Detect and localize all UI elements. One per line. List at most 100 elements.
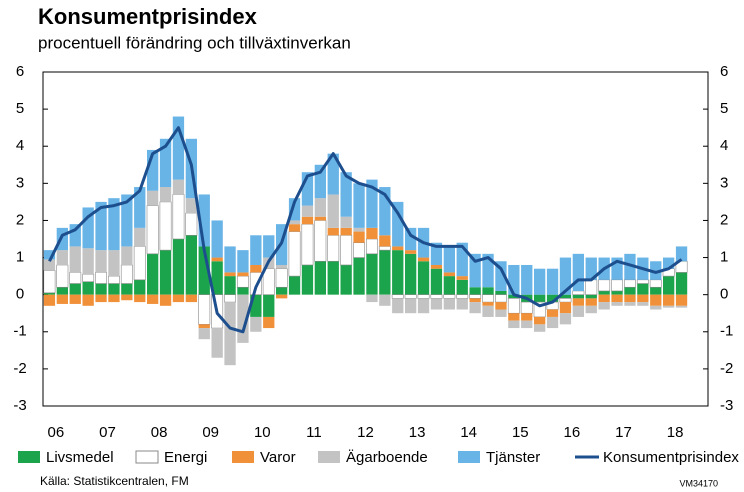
bar-segment xyxy=(56,264,69,288)
bar-segment xyxy=(288,220,301,225)
legend-label: Energi xyxy=(164,449,207,466)
bar-segment xyxy=(443,276,455,295)
bar-segment xyxy=(237,272,249,277)
bar-segment xyxy=(121,283,133,295)
source: Källa: Statistikcentralen, FM xyxy=(40,474,189,488)
bar-segment xyxy=(443,298,455,310)
bar-segment xyxy=(663,276,675,295)
bar-segment xyxy=(495,290,507,295)
bar-segment xyxy=(521,320,533,329)
bar-segment xyxy=(430,298,443,310)
chart-title: Konsumentprisindex xyxy=(38,4,258,29)
bar-segment xyxy=(224,272,236,277)
bar-segment xyxy=(559,313,572,325)
bar-segment xyxy=(572,290,585,295)
bar-segment xyxy=(649,279,662,288)
bar-segment xyxy=(611,294,623,303)
bar-segment xyxy=(650,261,662,280)
bar-segment xyxy=(224,246,236,273)
bar-segment xyxy=(237,287,249,295)
bar-segment xyxy=(366,227,378,239)
bar-segment xyxy=(379,235,391,247)
bar-segment xyxy=(624,287,636,295)
y-tick-label: -2 xyxy=(13,360,26,377)
bar-segment xyxy=(534,324,546,332)
bar-segment xyxy=(134,279,146,295)
y-tick-label: -1 xyxy=(13,323,26,340)
bar-segment xyxy=(134,187,146,228)
bar-segment xyxy=(675,294,688,306)
bar-segment xyxy=(456,276,468,280)
bar-segment xyxy=(353,242,365,258)
bar-segment xyxy=(482,294,494,303)
bar-segment xyxy=(546,316,559,329)
bar-segment xyxy=(198,328,210,340)
bar-segment xyxy=(147,294,159,304)
bar-segment xyxy=(56,227,68,251)
bar-segment xyxy=(469,302,481,314)
bar-segment xyxy=(675,246,688,262)
bar-segment xyxy=(379,250,391,295)
x-tick-label: 14 xyxy=(460,424,477,441)
y2-tick-label: 5 xyxy=(720,100,728,117)
bar-segment xyxy=(353,183,365,228)
bar-segment xyxy=(378,246,391,251)
bar-segment xyxy=(185,294,197,303)
x-tick-label: 16 xyxy=(564,424,581,441)
bar-segment xyxy=(546,268,559,295)
bar-segment xyxy=(211,257,223,262)
y-tick-label: 6 xyxy=(16,63,24,80)
bar-segment xyxy=(276,264,288,269)
bar-segment xyxy=(675,305,688,308)
y2-tick-label: -2 xyxy=(720,360,733,377)
bar-segment xyxy=(546,309,559,317)
legend-label: Konsumentprisindex xyxy=(603,449,739,466)
bar-segment xyxy=(340,216,352,228)
y2-tick-label: 0 xyxy=(720,286,728,303)
bar-segment xyxy=(133,246,146,281)
bar-segment xyxy=(353,231,365,243)
bar-segment xyxy=(159,187,172,202)
bar-segment xyxy=(172,239,185,295)
bar-segment xyxy=(314,261,326,295)
bar-segment xyxy=(623,279,636,288)
bar-segment xyxy=(469,294,482,299)
bar-segment xyxy=(366,294,378,303)
bar-segment xyxy=(404,294,417,299)
bar-segment xyxy=(134,294,146,303)
y-tick-label: -3 xyxy=(13,397,26,414)
bar-segment xyxy=(598,294,610,303)
bar-segment xyxy=(250,264,262,273)
bar-segment xyxy=(598,279,611,292)
bar-segment xyxy=(314,198,326,217)
bar-segment xyxy=(353,227,365,232)
bar-segment xyxy=(675,272,688,295)
bar-segment xyxy=(379,294,391,306)
y2-tick-label: 6 xyxy=(720,63,728,80)
bar-segment xyxy=(147,253,159,295)
legend-label: Varor xyxy=(260,449,296,466)
line xyxy=(48,126,683,334)
y-tick-label: 4 xyxy=(16,137,24,154)
legend-label: Tjänster xyxy=(486,449,540,466)
bar-segment xyxy=(250,294,262,317)
bar-segment xyxy=(611,279,624,292)
bar-segment xyxy=(301,172,314,206)
bar-segment xyxy=(95,201,107,251)
bar-segment xyxy=(611,302,623,306)
bar-segment xyxy=(585,257,597,280)
bar-segment xyxy=(95,294,107,303)
bar-segment xyxy=(69,224,81,247)
bar-segment xyxy=(224,294,236,303)
bar-segment xyxy=(82,248,94,275)
bar-segment xyxy=(508,313,520,321)
bar-segment xyxy=(82,273,95,282)
bar-segment xyxy=(430,242,443,265)
bar-segment xyxy=(663,257,675,269)
x-tick-label: 08 xyxy=(151,424,168,441)
bar-segment xyxy=(559,294,572,299)
bar-segment xyxy=(469,253,481,288)
bar-segment xyxy=(327,227,339,236)
bar-segment xyxy=(159,250,172,295)
